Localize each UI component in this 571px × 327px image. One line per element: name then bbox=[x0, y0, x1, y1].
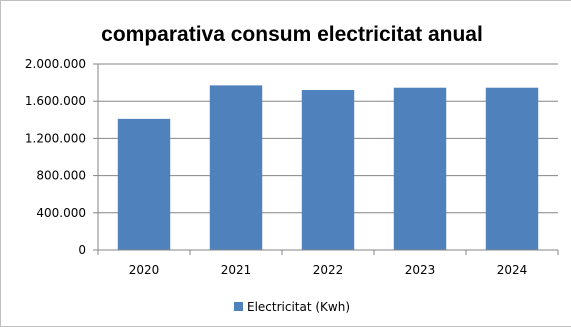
bar-2022 bbox=[301, 90, 355, 250]
chart-title: comparativa consum electricitat anual bbox=[101, 23, 483, 46]
x-tick-label: 2021 bbox=[221, 263, 252, 277]
x-tick-label: 2024 bbox=[497, 263, 528, 277]
y-tick-label: 400.000 bbox=[36, 206, 86, 220]
x-tick-label: 2023 bbox=[405, 263, 436, 277]
x-axis-ticks: 2020 2021 2022 2023 2024 bbox=[97, 250, 559, 277]
y-tick-label: 1.200.000 bbox=[25, 131, 86, 145]
bar-2024 bbox=[485, 87, 539, 250]
legend: Electricitat (Kwh) bbox=[234, 300, 350, 314]
y-tick-label: 2.000.000 bbox=[25, 57, 86, 71]
bar-2023 bbox=[393, 87, 447, 250]
x-tick-label: 2020 bbox=[129, 263, 160, 277]
y-axis-ticks: 0 400.000 800.000 1.200.000 1.600.000 2.000.0… bbox=[25, 57, 99, 257]
bar-2020 bbox=[117, 118, 171, 251]
y-tick-label: 800.000 bbox=[36, 169, 86, 183]
y-tick-label: 1.600.000 bbox=[25, 94, 86, 108]
legend-label: Electricitat (Kwh) bbox=[247, 300, 350, 314]
y-tick-label: 0 bbox=[78, 243, 86, 257]
x-tick-label: 2022 bbox=[313, 263, 344, 277]
bar-2021 bbox=[209, 85, 263, 250]
legend-swatch bbox=[234, 302, 243, 311]
bars bbox=[117, 85, 539, 251]
